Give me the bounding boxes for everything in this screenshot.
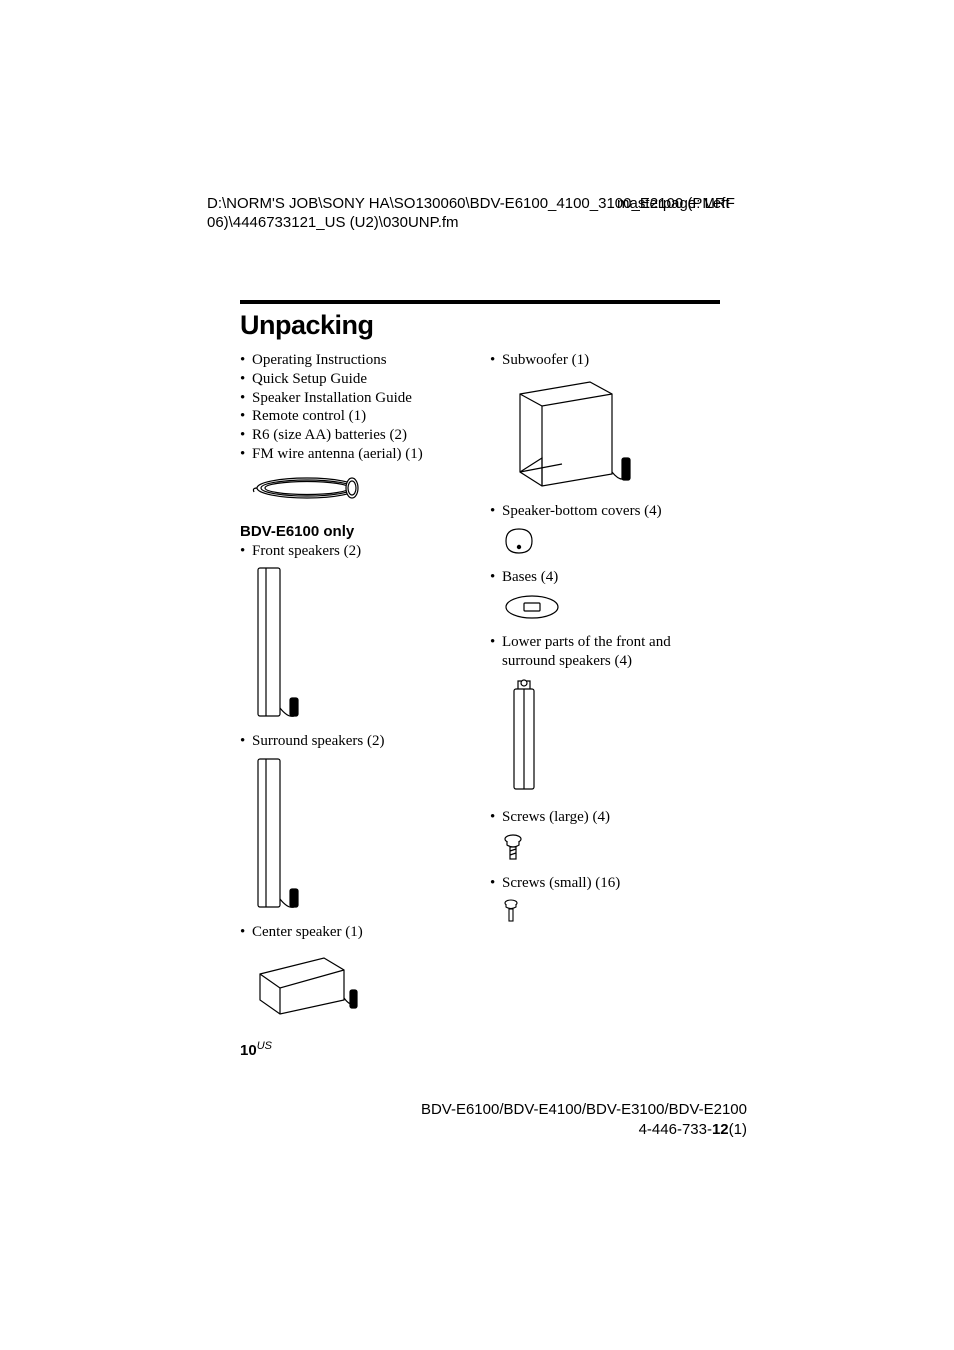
list-item: •Speaker Installation Guide [240, 389, 470, 408]
header-masterpage: masterpage: Left [617, 195, 730, 212]
section-title: Unpacking [240, 310, 720, 341]
list-item: •Operating Instructions [240, 351, 470, 370]
list-item: •Screws (small) (16) [490, 874, 720, 893]
list-item: •Front speakers (2) [240, 542, 470, 561]
list-item: •Remote control (1) [240, 407, 470, 426]
list-item: •Screws (large) (4) [490, 808, 720, 827]
footer-models: BDV-E6100/BDV-E4100/BDV-E3100/BDV-E2100 [421, 1100, 747, 1120]
footer-docnum: 4-446-733-12(1) [421, 1120, 747, 1140]
page-number: 10US [240, 1040, 272, 1059]
list-item: •Speaker-bottom covers (4) [490, 502, 720, 521]
screw-large-illustration [502, 833, 720, 868]
list-item: •FM wire antenna (aerial) (1) [240, 445, 470, 464]
list-item: •Bases (4) [490, 568, 720, 587]
list-item: •Lower parts of the front and surround s… [490, 633, 720, 671]
footer: BDV-E6100/BDV-E4100/BDV-E3100/BDV-E2100 … [421, 1100, 747, 1139]
two-columns: •Operating Instructions •Quick Setup Gui… [240, 351, 720, 1029]
title-rule [240, 300, 720, 304]
center-speaker-illustration [252, 948, 470, 1023]
subwoofer-illustration [502, 376, 720, 496]
list-item: •Surround speakers (2) [240, 732, 470, 751]
page-number-value: 10 [240, 1042, 257, 1059]
subheading-model: BDV-E6100 only [240, 523, 470, 540]
fm-antenna-illustration [252, 470, 470, 511]
bottom-cover-illustration [502, 527, 720, 562]
surround-speaker-illustration [252, 757, 470, 917]
lower-part-illustration [502, 677, 720, 802]
left-column: •Operating Instructions •Quick Setup Gui… [240, 351, 470, 1029]
front-speaker-illustration [252, 566, 470, 726]
list-item: •Quick Setup Guide [240, 370, 470, 389]
list-item: •R6 (size AA) batteries (2) [240, 426, 470, 445]
right-column: •Subwoofer (1) •Speaker-bottom covers (4… [490, 351, 720, 1029]
list-item: •Center speaker (1) [240, 923, 470, 942]
list-item: •Subwoofer (1) [490, 351, 720, 370]
page-region: US [257, 1040, 272, 1052]
base-illustration [502, 592, 720, 627]
page-content: Unpacking •Operating Instructions •Quick… [240, 300, 720, 1029]
screw-small-illustration [502, 898, 720, 929]
